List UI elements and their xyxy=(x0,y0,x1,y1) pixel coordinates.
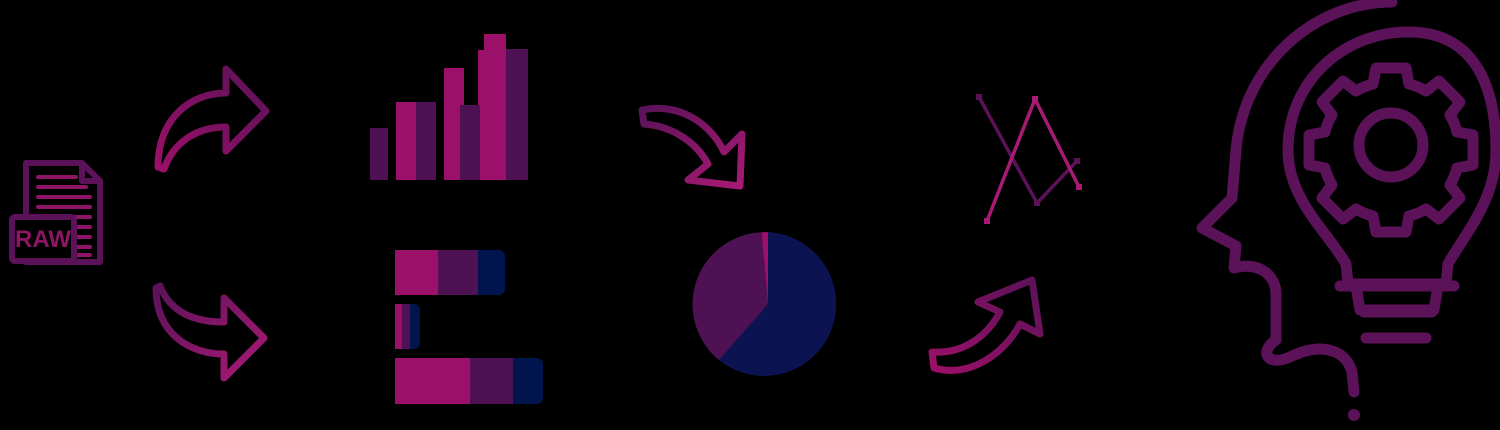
arrow-raw-to-charts-bottom xyxy=(150,280,275,390)
bar-2b xyxy=(416,102,436,180)
gear-inner-circle xyxy=(1353,107,1429,183)
stacked-plot-area xyxy=(385,248,560,408)
arrow-pie-to-lines xyxy=(928,268,1053,383)
stacked-bar-chart xyxy=(385,248,560,408)
head-lightbulb-gear-icon xyxy=(1196,0,1500,421)
curved-arrow-up-right-icon-2 xyxy=(928,276,1044,374)
gear-icon xyxy=(1303,62,1479,238)
stack-seg-1-3 xyxy=(478,250,505,295)
line-chart xyxy=(965,85,1090,225)
stack-seg-2-3 xyxy=(410,304,420,349)
pie-plot-area xyxy=(692,232,837,376)
stack-seg-2-1 xyxy=(395,304,402,349)
gear-outer xyxy=(1303,62,1479,238)
arrow-raw-to-charts-top xyxy=(150,55,275,175)
line-series-a xyxy=(985,97,1081,223)
bar-6a xyxy=(460,105,480,180)
bar-2a xyxy=(396,102,416,180)
raw-file-stage: RAW xyxy=(8,155,118,270)
stacked-row-2 xyxy=(395,304,420,349)
pie-slice-a xyxy=(719,232,837,376)
pie-chart xyxy=(692,228,844,380)
curved-arrow-down-right-icon xyxy=(152,282,268,382)
stacked-row-3 xyxy=(395,358,543,404)
bar-6c xyxy=(506,49,528,180)
line-markers xyxy=(976,94,1082,224)
bar-3a xyxy=(444,68,464,180)
stack-seg-1-1 xyxy=(395,250,438,295)
insight-stage xyxy=(1196,0,1500,430)
stack-seg-2-2 xyxy=(402,304,410,349)
stacked-row-1 xyxy=(395,250,505,295)
bar-6b xyxy=(484,34,506,180)
lightbulb-glass xyxy=(1282,26,1500,290)
pie-slice-c xyxy=(761,232,768,304)
pie-slice-b xyxy=(692,232,768,360)
raw-badge-label: RAW xyxy=(15,226,71,253)
stack-seg-3-1 xyxy=(395,358,470,404)
head-dot xyxy=(1348,409,1360,421)
stack-seg-3-3 xyxy=(513,358,543,404)
head-profile-path xyxy=(1196,0,1398,398)
line-plot-area xyxy=(976,94,1082,224)
curved-arrow-up-right-icon xyxy=(154,65,270,173)
curved-arrow-down-right-icon-2 xyxy=(638,105,746,190)
stack-seg-3-2 xyxy=(470,358,513,404)
bar-plot-area-right xyxy=(460,25,530,180)
arrow-charts-to-pie xyxy=(638,88,763,193)
bar-1a xyxy=(370,128,388,180)
stack-seg-1-2 xyxy=(438,250,478,295)
raw-file-icon: RAW xyxy=(9,160,103,265)
grouped-bar-chart-right xyxy=(460,25,530,180)
